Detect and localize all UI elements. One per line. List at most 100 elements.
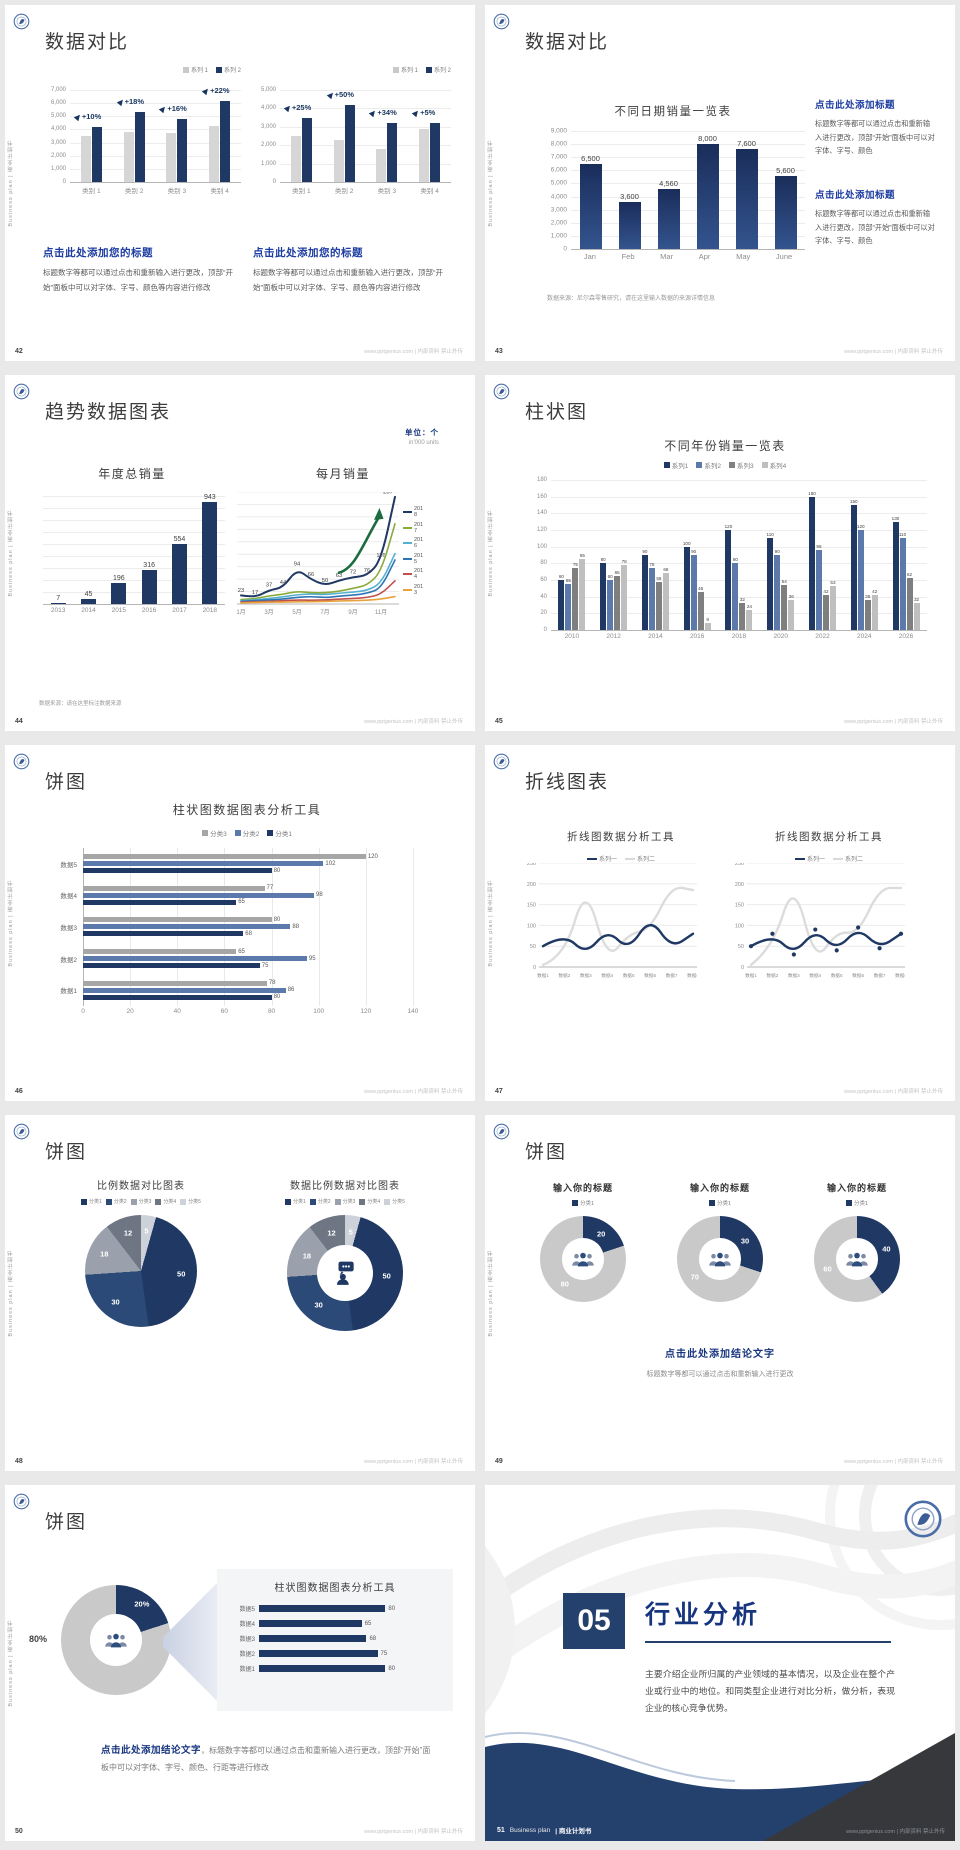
growth-label: +25% <box>283 103 311 112</box>
y-axis-tick: 180 <box>536 477 547 483</box>
legend-label: 2015 <box>414 552 424 565</box>
hbar-row: 数据5 120 102 80 <box>60 854 413 874</box>
hbar-wrap: 68 <box>83 931 413 937</box>
gridline <box>70 182 241 183</box>
bar: 4,560 <box>657 179 680 249</box>
bar <box>134 112 145 182</box>
bar: 65 <box>614 570 621 630</box>
bar: 6,500 <box>579 154 602 249</box>
legend-label: 分类5 <box>392 1199 405 1205</box>
svg-text:5月: 5月 <box>292 609 301 616</box>
y-axis-tick: 80 <box>540 560 547 567</box>
hbar-wrap: 98 <box>83 892 413 898</box>
slide-43[interactable]: Business plan | 商业计划书 数据对比 不同日期销量一览表 9,00… <box>485 5 955 361</box>
legend-label: 分类1 <box>579 1201 595 1207</box>
slide-title: 饼图 <box>45 1142 88 1163</box>
y-axis-tick: 2,000 <box>50 152 66 159</box>
donut-hole <box>89 1613 143 1667</box>
hbar-value-label: 95 <box>308 955 316 962</box>
x-axis-tick: 140 <box>407 1008 419 1015</box>
line-plot-svg: 23 17 37 44 94 66 50 63 72 76 116 287 1月 3月 5月 7月 9月 11月 <box>236 489 399 616</box>
svg-text:0: 0 <box>741 965 744 971</box>
emblem-logo-icon <box>13 1493 30 1510</box>
x-axis-label: 2013 <box>50 607 66 614</box>
slide-title: 趋势数据图表 <box>45 402 172 423</box>
slide-50[interactable]: Business plan | 商业计划书 饼图 80% 20% 柱状图数据图表… <box>5 1485 475 1841</box>
gridline <box>551 613 927 615</box>
bar-groups: 7 45 196 316 554 943 <box>43 494 225 604</box>
sidebar-vertical-text: Business plan | 商业计划书 <box>8 139 14 227</box>
y-axis-tick: 0 <box>543 627 547 633</box>
gridline <box>43 544 225 545</box>
hbar-value-label: 88 <box>292 923 300 930</box>
footer-site-text: www.pptgenius.com | 内部资料 禁止外传 <box>364 719 463 725</box>
bar: 46 <box>697 586 704 630</box>
people-icon <box>105 1633 127 1647</box>
legend-swatch <box>285 1198 292 1205</box>
bar-group: 943 <box>202 494 218 604</box>
svg-text:数据8: 数据8 <box>687 972 697 979</box>
legend-swatch <box>202 830 209 836</box>
block-heading: 点击此处添加标题 <box>815 100 896 111</box>
slide-45[interactable]: Business plan | 商业计划书 柱状图 不同年份销量一览表 系列1 系列… <box>485 375 955 731</box>
bar-value-label: 55 <box>565 578 571 584</box>
bar-value-label: 75 <box>572 561 578 567</box>
slide-46[interactable]: Business plan | 商业计划书 饼图 柱状图数据图表分析工具 分类3 分… <box>5 745 475 1101</box>
svg-text:44: 44 <box>280 580 287 586</box>
bar: 554 <box>171 536 187 604</box>
y-axis-tick: 3,000 <box>550 206 567 214</box>
footer-site-text: www.pptgenius.com | 内部资料 禁止外传 <box>844 1089 943 1095</box>
person-chat-icon <box>336 1261 354 1285</box>
gridline <box>571 209 805 211</box>
gridline <box>571 196 805 198</box>
bar: 80 <box>600 557 607 630</box>
y-axis-tick: 6,000 <box>50 100 66 107</box>
hbar-row: 数据2 65 95 75 <box>60 949 413 969</box>
pie-wrap: 40 60 <box>789 1216 925 1302</box>
bar: 55 <box>565 578 572 630</box>
bar: 78 <box>621 559 628 630</box>
legend-swatch <box>794 857 805 860</box>
category-label: 数据2 <box>60 956 77 964</box>
slide-48[interactable]: Business plan | 商业计划书 饼图 比例数据对比图表 分类1 分类2 分… <box>5 1115 475 1471</box>
y-axis-tick: 140 <box>536 510 547 517</box>
legend-swatch <box>708 1200 715 1206</box>
legend-label: 2018 <box>414 506 424 519</box>
footer-site-text: www.pptgenius.com | 内部资料 禁止外传 <box>364 1829 463 1835</box>
emblem-logo-icon <box>13 383 30 400</box>
x-axis-label: 2026 <box>898 633 914 640</box>
hbar-value-label: 65 <box>238 899 245 906</box>
donut-legend: 分类1 <box>515 1199 651 1207</box>
bar-value-label: 75 <box>380 1650 388 1657</box>
slide-44[interactable]: Business plan | 商业计划书 趋势数据图表 单位：个 in'000… <box>5 375 475 731</box>
slide-42[interactable]: Business plan | 商业计划书 数据对比 系列 1 系列 2 7,000… <box>5 5 475 361</box>
legend-swatch <box>384 1198 391 1205</box>
pie-slice-label: 60 <box>823 1264 832 1274</box>
bar-group: +5% <box>411 108 441 182</box>
bar: 75 <box>572 562 579 630</box>
donut-heading: 输入你的标题 <box>552 1183 613 1193</box>
slide-49[interactable]: Business plan | 商业计划书 饼图 输入你的标题 分类1 20 80… <box>485 1115 955 1471</box>
svg-text:50: 50 <box>738 944 744 950</box>
slide-47[interactable]: Business plan | 商业计划书 折线图表 折线图数据分析工具 系列一系… <box>485 745 955 1101</box>
page-number: 49 <box>495 1458 503 1465</box>
bar-value-label: 120 <box>724 524 733 529</box>
legend-swatch <box>403 573 412 576</box>
emblem-logo-icon <box>493 383 510 400</box>
bar <box>259 1635 367 1642</box>
bar-value-label: 80 <box>600 557 606 563</box>
hbar-value-label: 75 <box>261 962 269 969</box>
bar: 5,600 <box>774 166 797 249</box>
year-legend-item: 2015 <box>403 553 425 565</box>
x-axis-label: 2015 <box>111 607 127 614</box>
bar-group: +34% <box>369 108 398 182</box>
x-axis-tick: 120 <box>360 1008 372 1015</box>
annual-sales-bar-chart: 年度总销量 7 45 196 316 554 943 2013 2014 2015 2016 2017… <box>39 465 225 614</box>
bar-plot: 180 160 140 120 100 80 60 40 20 0 60 55 75 85 80 60 65 78… <box>537 477 927 633</box>
pie-chart: 5 50 30 18 12 <box>287 1215 403 1331</box>
page-number: 51 <box>497 1826 505 1834</box>
chart-title: 折线图数据分析工具 <box>775 831 883 843</box>
bar-value-label: 42 <box>823 589 829 594</box>
y-axis-tick: 0 <box>62 179 66 185</box>
slide-51-divider[interactable]: 05 行业分析 主要介绍企业所归属的产业领域的基本情况，以及企业在整个产业或行业… <box>485 1485 955 1841</box>
